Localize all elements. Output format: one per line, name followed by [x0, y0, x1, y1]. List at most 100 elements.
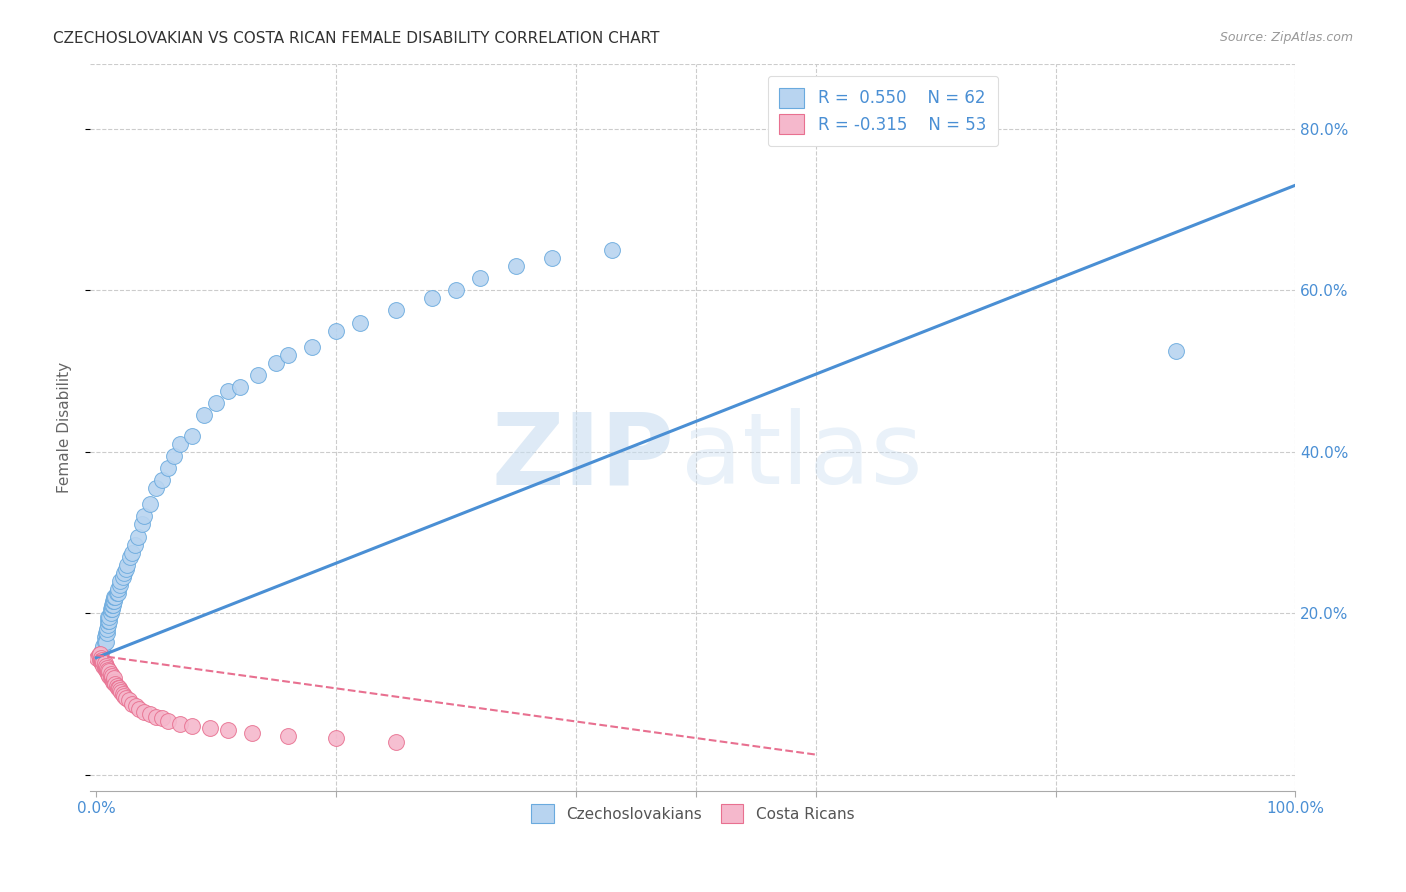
- Point: [94, 626, 117, 640]
- Point: [205, 396, 228, 410]
- Point: [468, 271, 491, 285]
- Point: [96, 661, 118, 675]
- Point: [115, 691, 138, 706]
- Point: [505, 259, 527, 273]
- Text: Source: ZipAtlas.com: Source: ZipAtlas.com: [1219, 31, 1353, 45]
- Point: [98, 669, 121, 683]
- Point: [145, 481, 167, 495]
- Text: atlas: atlas: [681, 408, 922, 505]
- Point: [91, 653, 114, 667]
- Point: [118, 549, 141, 564]
- Point: [301, 340, 323, 354]
- Point: [1164, 343, 1187, 358]
- Point: [93, 639, 115, 653]
- Point: [91, 642, 114, 657]
- Point: [125, 699, 148, 714]
- Point: [103, 674, 125, 689]
- Point: [117, 692, 139, 706]
- Point: [103, 590, 125, 604]
- Point: [325, 324, 347, 338]
- Point: [96, 623, 118, 637]
- Point: [93, 661, 115, 675]
- Point: [101, 674, 124, 689]
- Point: [131, 517, 153, 532]
- Point: [277, 729, 299, 743]
- Point: [100, 671, 122, 685]
- Point: [90, 650, 112, 665]
- Point: [107, 582, 129, 596]
- Point: [93, 655, 115, 669]
- Point: [139, 707, 162, 722]
- Point: [229, 380, 252, 394]
- Point: [217, 384, 239, 399]
- Point: [128, 701, 150, 715]
- Point: [110, 685, 132, 699]
- Point: [145, 709, 167, 723]
- Point: [420, 291, 443, 305]
- Point: [385, 735, 408, 749]
- Point: [115, 562, 138, 576]
- Point: [121, 546, 143, 560]
- Point: [112, 566, 135, 580]
- Point: [110, 574, 132, 588]
- Point: [111, 687, 134, 701]
- Text: CZECHOSLOVAKIAN VS COSTA RICAN FEMALE DISABILITY CORRELATION CHART: CZECHOSLOVAKIAN VS COSTA RICAN FEMALE DI…: [53, 31, 659, 46]
- Point: [93, 631, 115, 645]
- Point: [101, 602, 124, 616]
- Point: [277, 348, 299, 362]
- Point: [89, 647, 111, 661]
- Point: [100, 607, 122, 621]
- Point: [97, 610, 120, 624]
- Point: [101, 669, 124, 683]
- Point: [181, 428, 204, 442]
- Point: [150, 711, 173, 725]
- Point: [163, 449, 186, 463]
- Point: [600, 243, 623, 257]
- Point: [385, 303, 408, 318]
- Point: [134, 705, 156, 719]
- Point: [444, 283, 467, 297]
- Point: [101, 598, 124, 612]
- Point: [325, 731, 347, 746]
- Point: [150, 473, 173, 487]
- Point: [110, 578, 132, 592]
- Point: [97, 618, 120, 632]
- Point: [112, 689, 135, 703]
- Point: [97, 615, 120, 629]
- Point: [101, 594, 124, 608]
- Point: [97, 666, 120, 681]
- Point: [111, 570, 134, 584]
- Point: [107, 586, 129, 600]
- Point: [157, 461, 180, 475]
- Point: [105, 586, 128, 600]
- Point: [104, 677, 127, 691]
- Point: [97, 663, 120, 677]
- Point: [101, 598, 124, 612]
- Point: [101, 673, 124, 687]
- Y-axis label: Female Disability: Female Disability: [58, 362, 72, 493]
- Point: [107, 681, 129, 695]
- Point: [91, 657, 114, 671]
- Point: [541, 251, 564, 265]
- Point: [98, 610, 121, 624]
- Point: [157, 714, 180, 728]
- Point: [94, 634, 117, 648]
- Point: [198, 721, 221, 735]
- Legend: Czechoslovakians, Costa Ricans: Czechoslovakians, Costa Ricans: [523, 797, 862, 830]
- Point: [247, 368, 270, 382]
- Point: [96, 665, 118, 679]
- Point: [349, 316, 371, 330]
- Point: [100, 602, 122, 616]
- Point: [127, 529, 149, 543]
- Point: [240, 726, 263, 740]
- Point: [105, 679, 128, 693]
- Point: [94, 658, 117, 673]
- Point: [93, 634, 115, 648]
- Point: [89, 653, 111, 667]
- Point: [93, 657, 115, 671]
- Point: [98, 615, 121, 629]
- Point: [110, 683, 132, 698]
- Point: [139, 497, 162, 511]
- Point: [193, 409, 215, 423]
- Point: [96, 626, 118, 640]
